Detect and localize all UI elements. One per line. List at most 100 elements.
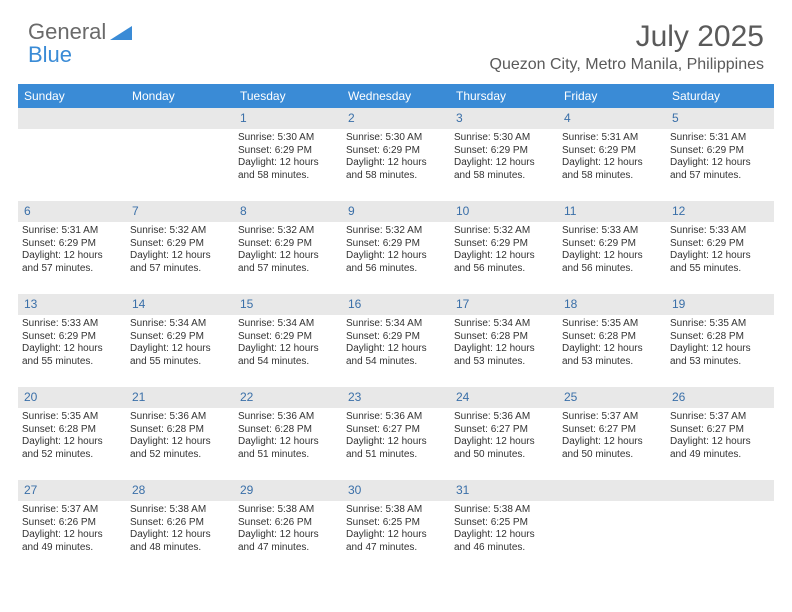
sunset-text: Sunset: 6:29 PM	[346, 331, 446, 344]
month-title: July 2025	[490, 20, 765, 54]
sunrise-text: Sunrise: 5:38 AM	[238, 504, 338, 517]
daylight-text: and 50 minutes.	[454, 449, 554, 462]
daylight-text: Daylight: 12 hours	[454, 250, 554, 263]
daylight-text: and 53 minutes.	[454, 356, 554, 369]
day-number: 1	[234, 108, 342, 129]
sunset-text: Sunset: 6:25 PM	[454, 517, 554, 530]
daylight-text: Daylight: 12 hours	[454, 343, 554, 356]
sunset-text: Sunset: 6:28 PM	[130, 424, 230, 437]
daylight-text: Daylight: 12 hours	[130, 529, 230, 542]
daylight-text: and 55 minutes.	[130, 356, 230, 369]
sunrise-text: Sunrise: 5:32 AM	[238, 225, 338, 238]
day-cell: Sunrise: 5:38 AMSunset: 6:26 PMDaylight:…	[234, 501, 342, 573]
day-header: Friday	[558, 84, 666, 108]
brand-triangle-icon	[110, 24, 132, 42]
day-cell: Sunrise: 5:31 AMSunset: 6:29 PMDaylight:…	[558, 129, 666, 201]
sunrise-text: Sunrise: 5:35 AM	[22, 411, 122, 424]
week-row: Sunrise: 5:35 AM Sunset: 6:28 PM Daylight:…	[18, 408, 774, 480]
daylight-text: and 54 minutes.	[346, 356, 446, 369]
day-number-row: 2728293031	[18, 480, 774, 501]
day-number: 12	[666, 201, 774, 222]
day-number: 18	[558, 294, 666, 315]
sunset-text: Sunset: 6:29 PM	[562, 145, 662, 158]
day-header: Monday	[126, 84, 234, 108]
sunrise-text: Sunrise: 5:34 AM	[238, 318, 338, 331]
sunrise-text: Sunrise: 5:36 AM	[454, 411, 554, 424]
day-number: 9	[342, 201, 450, 222]
daylight-text: Daylight: 12 hours	[346, 436, 446, 449]
sunset-text: Sunset: 6:29 PM	[670, 238, 770, 251]
day-cell	[558, 501, 666, 573]
sunrise-text: Sunrise: 5:32 AM	[346, 225, 446, 238]
day-cell: Sunrise: 5:37 AMSunset: 6:27 PMDaylight:…	[666, 408, 774, 480]
daylight-text: Daylight: 12 hours	[562, 343, 662, 356]
brand-text: General Blue	[28, 20, 106, 66]
daylight-text: Daylight: 12 hours	[238, 529, 338, 542]
day-number	[126, 108, 234, 129]
sunrise-text: Sunrise: 5:37 AM	[670, 411, 770, 424]
sunset-text: Sunset: 6:27 PM	[562, 424, 662, 437]
day-cell: Sunrise: 5:36 AMSunset: 6:28 PMDaylight:…	[234, 408, 342, 480]
sunset-text: Sunset: 6:29 PM	[22, 331, 122, 344]
day-header: Wednesday	[342, 84, 450, 108]
daylight-text: Daylight: 12 hours	[562, 250, 662, 263]
day-number: 11	[558, 201, 666, 222]
day-header: Tuesday	[234, 84, 342, 108]
day-number: 24	[450, 387, 558, 408]
sunset-text: Sunset: 6:28 PM	[454, 331, 554, 344]
sunrise-text: Sunrise: 5:33 AM	[22, 318, 122, 331]
sunset-text: Sunset: 6:29 PM	[130, 238, 230, 251]
day-cell: Sunrise: 5:32 AMSunset: 6:29 PMDaylight:…	[450, 222, 558, 294]
daylight-text: and 56 minutes.	[562, 263, 662, 276]
sunset-text: Sunset: 6:26 PM	[238, 517, 338, 530]
sunset-text: Sunset: 6:29 PM	[238, 331, 338, 344]
day-number: 27	[18, 480, 126, 501]
day-cell: Sunrise: 5:34 AMSunset: 6:29 PMDaylight:…	[342, 315, 450, 387]
day-number: 2	[342, 108, 450, 129]
daylight-text: Daylight: 12 hours	[22, 436, 122, 449]
day-header-row: Sunday Monday Tuesday Wednesday Thursday…	[18, 84, 774, 108]
daylight-text: and 54 minutes.	[238, 356, 338, 369]
day-number: 13	[18, 294, 126, 315]
day-cell: Sunrise: 5:35 AMSunset: 6:28 PMDaylight:…	[666, 315, 774, 387]
day-number-row: 20212223242526	[18, 387, 774, 408]
daylight-text: and 58 minutes.	[454, 170, 554, 183]
sunset-text: Sunset: 6:29 PM	[562, 238, 662, 251]
week-row: Sunrise: 5:37 AMSunset: 6:26 PMDaylight:…	[18, 501, 774, 573]
daylight-text: and 47 minutes.	[238, 542, 338, 555]
sunset-text: Sunset: 6:28 PM	[670, 331, 770, 344]
day-cell: Sunrise: 5:34 AMSunset: 6:29 PMDaylight:…	[234, 315, 342, 387]
day-cell: Sunrise: 5:38 AMSunset: 6:25 PMDaylight:…	[342, 501, 450, 573]
daylight-text: Daylight: 12 hours	[670, 343, 770, 356]
sunrise-text: Sunrise: 5:36 AM	[130, 411, 230, 424]
sunset-text: Sunset: 6:28 PM	[238, 424, 338, 437]
daylight-text: and 49 minutes.	[22, 542, 122, 555]
sunrise-text: Sunrise: 5:35 AM	[670, 318, 770, 331]
day-number: 4	[558, 108, 666, 129]
day-number: 17	[450, 294, 558, 315]
sunrise-text: Sunrise: 5:33 AM	[562, 225, 662, 238]
day-number: 26	[666, 387, 774, 408]
daylight-text: and 51 minutes.	[238, 449, 338, 462]
day-cell: Sunrise: 5:32 AMSunset: 6:29 PMDaylight:…	[342, 222, 450, 294]
daylight-text: Daylight: 12 hours	[346, 250, 446, 263]
day-cell: Sunrise: 5:34 AMSunset: 6:28 PMDaylight:…	[450, 315, 558, 387]
daylight-text: and 58 minutes.	[238, 170, 338, 183]
sunrise-text: Sunrise: 5:36 AM	[238, 411, 338, 424]
brand-line1: General	[28, 19, 106, 44]
daylight-text: and 56 minutes.	[346, 263, 446, 276]
week-row: Sunrise: 5:30 AMSunset: 6:29 PMDaylight:…	[18, 129, 774, 201]
sunrise-text: Sunrise: 5:34 AM	[130, 318, 230, 331]
sunset-text: Sunset: 6:28 PM	[562, 331, 662, 344]
sunset-text: Sunset: 6:29 PM	[346, 238, 446, 251]
day-header: Sunday	[18, 84, 126, 108]
daylight-text: and 53 minutes.	[562, 356, 662, 369]
day-number-row: 13141516171819	[18, 294, 774, 315]
daylight-text: and 58 minutes.	[346, 170, 446, 183]
day-cell: Sunrise: 5:37 AMSunset: 6:26 PMDaylight:…	[18, 501, 126, 573]
day-number: 25	[558, 387, 666, 408]
location-text: Quezon City, Metro Manila, Philippines	[490, 56, 765, 74]
sunrise-text: Sunrise: 5:30 AM	[454, 132, 554, 145]
day-number	[18, 108, 126, 129]
day-number: 14	[126, 294, 234, 315]
